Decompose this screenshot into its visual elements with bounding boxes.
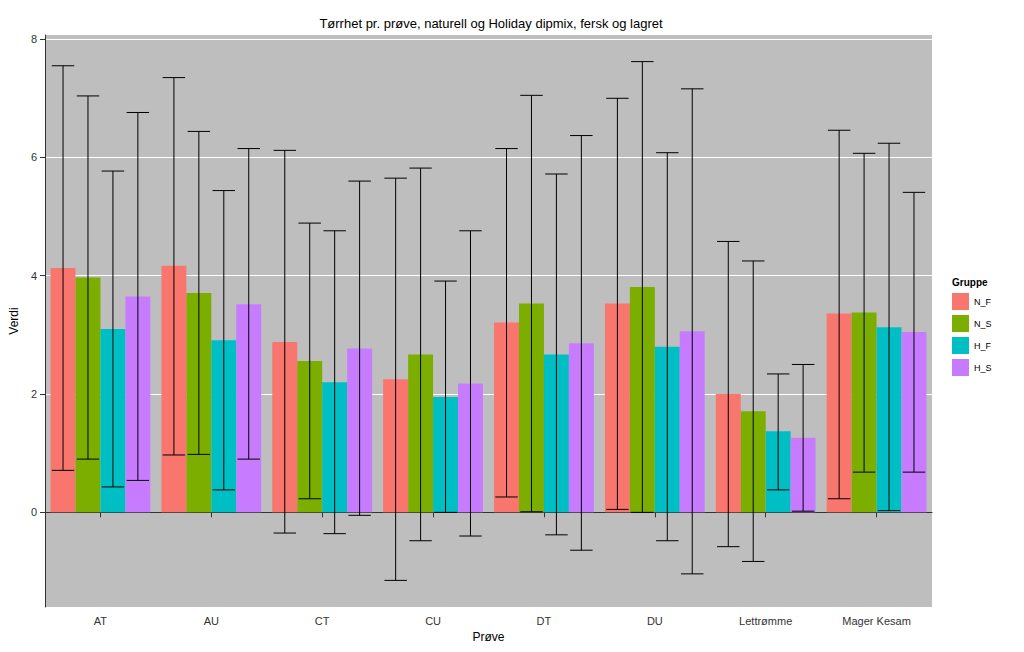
svg-text:Verdi: Verdi [7, 307, 21, 334]
svg-text:CT: CT [315, 615, 330, 627]
svg-text:N_F: N_F [974, 297, 992, 307]
svg-text:2: 2 [31, 388, 37, 400]
svg-text:Lettrømme: Lettrømme [739, 615, 792, 627]
svg-text:8: 8 [31, 33, 37, 45]
svg-text:Tørrhet pr. prøve, naturell og: Tørrhet pr. prøve, naturell og Holiday d… [319, 16, 663, 31]
svg-text:CU: CU [425, 615, 441, 627]
svg-text:AU: AU [204, 615, 219, 627]
svg-text:H_S: H_S [974, 363, 992, 373]
svg-text:6: 6 [31, 151, 37, 163]
svg-text:N_S: N_S [974, 319, 992, 329]
svg-text:AT: AT [94, 615, 108, 627]
svg-text:Gruppe: Gruppe [952, 277, 988, 288]
svg-text:0: 0 [31, 506, 37, 518]
svg-text:Mager Kesam: Mager Kesam [842, 615, 910, 627]
svg-text:H_F: H_F [974, 341, 992, 351]
svg-text:DT: DT [537, 615, 552, 627]
svg-text:4: 4 [31, 270, 37, 282]
svg-text:Prøve: Prøve [473, 630, 505, 644]
svg-text:DU: DU [647, 615, 663, 627]
